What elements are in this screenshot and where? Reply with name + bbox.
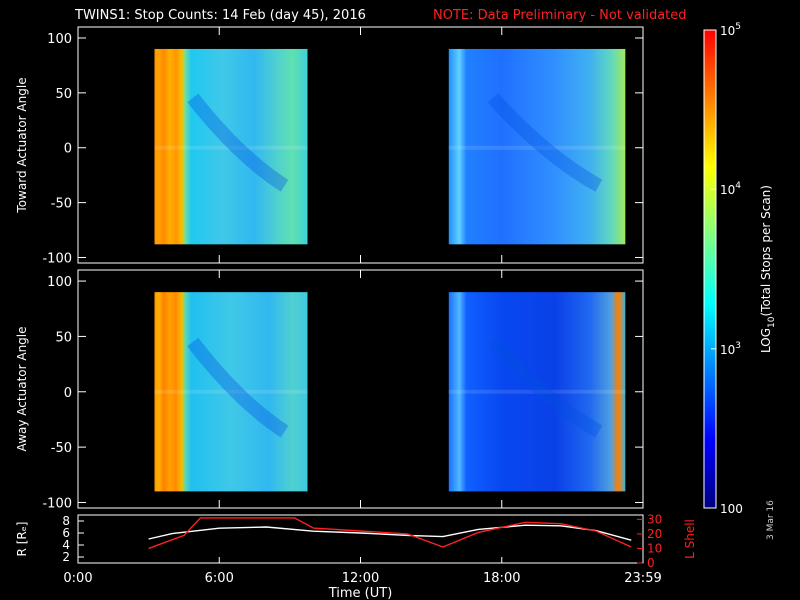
- colorbar-tick-label: 105: [720, 22, 741, 38]
- orbit-frame: [77, 514, 644, 564]
- title-row: TWINS1: Stop Counts: 14 Feb (day 45), 20…: [0, 8, 800, 26]
- y-tick-label: 50: [55, 87, 72, 102]
- zero-angle-band: [448, 389, 626, 394]
- x-tick-label: 23:59: [624, 571, 661, 586]
- l-tick-label: 20: [647, 527, 662, 541]
- colorbar-tick-label: 103: [720, 341, 741, 357]
- r-tick-label: 2: [62, 550, 70, 564]
- heatmap-feature: [487, 93, 603, 192]
- y-tick-label: -100: [42, 496, 72, 511]
- colorbar-tick-label: 104: [720, 181, 741, 197]
- l-tick-label: 30: [647, 512, 662, 526]
- colorbar: 105 104 103 100 LOG10(Total Stops per Scan): [703, 22, 777, 516]
- y-tick-label: -50: [51, 197, 72, 212]
- x-axis-label: Time (UT): [328, 586, 393, 600]
- zero-angle-band: [154, 389, 308, 394]
- r-tick-label: 8: [62, 514, 70, 528]
- x-tick-label: 6:00: [205, 571, 234, 586]
- zero-angle-band: [448, 145, 626, 150]
- colorbar-label: LOG10(Total Stops per Scan): [759, 185, 777, 353]
- l-tick-label: 10: [647, 541, 662, 555]
- r-axis-label: R [Rₑ]: [15, 522, 29, 557]
- colorbar-tick-label: 100: [720, 502, 743, 516]
- x-tick-label: 12:00: [342, 571, 379, 586]
- chart-title: TWINS1: Stop Counts: 14 Feb (day 45), 20…: [75, 8, 366, 23]
- y-tick-label: 100: [47, 32, 72, 47]
- y-axis-label: Toward Actuator Angle: [15, 77, 29, 213]
- heatmap-panel-away: -100 -50 0 50 100 Away Actuator Angle: [15, 269, 644, 511]
- colorbar-gradient: [703, 29, 717, 509]
- date-stamp: 3 Mar 16: [766, 500, 776, 540]
- heatmap-segment-away-1: [154, 292, 308, 492]
- heatmap-feature: [487, 337, 603, 438]
- y-tick-label: 50: [55, 330, 72, 345]
- heatmap-segment-toward-1: [154, 48, 308, 245]
- y-tick-label: -100: [42, 252, 72, 267]
- r-series-line: [148, 524, 632, 541]
- x-tick-label: 0:00: [63, 571, 92, 586]
- r-tick-label: 4: [62, 538, 70, 552]
- l-shell-series-line: [148, 517, 632, 550]
- heatmap-panel-toward: -100 -50 0 50 100 Toward Actuator Angle: [15, 26, 644, 267]
- heatmap-feature: [187, 93, 289, 192]
- y-axis-label: Away Actuator Angle: [15, 326, 29, 451]
- heatmap-segment-away-2: [448, 292, 626, 492]
- y-tick-label: 0: [64, 386, 72, 401]
- x-tick-label: 18:00: [483, 571, 520, 586]
- preliminary-note: NOTE: Data Preliminary - Not validated: [433, 8, 687, 23]
- y-tick-label: 0: [64, 142, 72, 157]
- l-tick-label: 0: [647, 556, 655, 570]
- y-tick-label: -50: [51, 441, 72, 456]
- y-tick-label: 100: [47, 275, 72, 290]
- l-shell-axis-label: L Shell: [683, 519, 697, 559]
- r-tick-label: 6: [62, 526, 70, 540]
- zero-angle-band: [154, 145, 308, 150]
- heatmap-segment-toward-2: [448, 48, 626, 245]
- heatmap-feature: [187, 337, 289, 438]
